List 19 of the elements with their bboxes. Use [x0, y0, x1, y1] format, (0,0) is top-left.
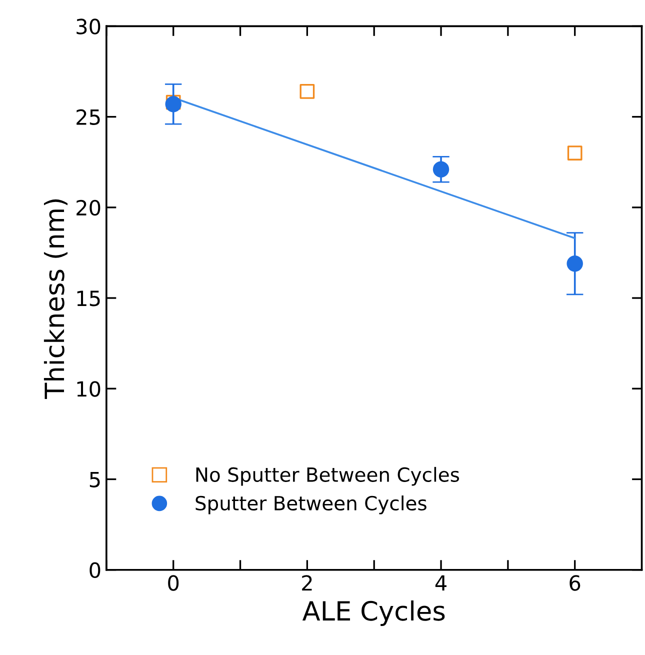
point: [567, 146, 582, 160]
point: [566, 255, 583, 272]
point: [300, 84, 315, 99]
y-tick-label: 15: [77, 290, 100, 306]
legend-label: Sputter Between Cycles: [196, 495, 426, 514]
y-axis-title: Thickness (nm): [44, 199, 68, 400]
y-tick-label: 5: [90, 472, 100, 488]
x-tick-label: 2: [302, 575, 312, 591]
x-tick-label: 0: [168, 575, 179, 591]
y-tick-label: 30: [76, 18, 100, 34]
y-tick-label: 25: [76, 109, 100, 126]
point: [432, 161, 450, 178]
y-tick-label: 0: [90, 562, 100, 578]
y-tick-label: 20: [76, 200, 100, 216]
x-axis-title: ALE Cycles: [302, 600, 445, 626]
x-tick-label: 4: [435, 575, 446, 591]
x-tick-label: 6: [570, 575, 580, 591]
y-tick-label: 10: [77, 381, 100, 397]
legend-label: No Sputter Between Cycles: [196, 466, 460, 486]
